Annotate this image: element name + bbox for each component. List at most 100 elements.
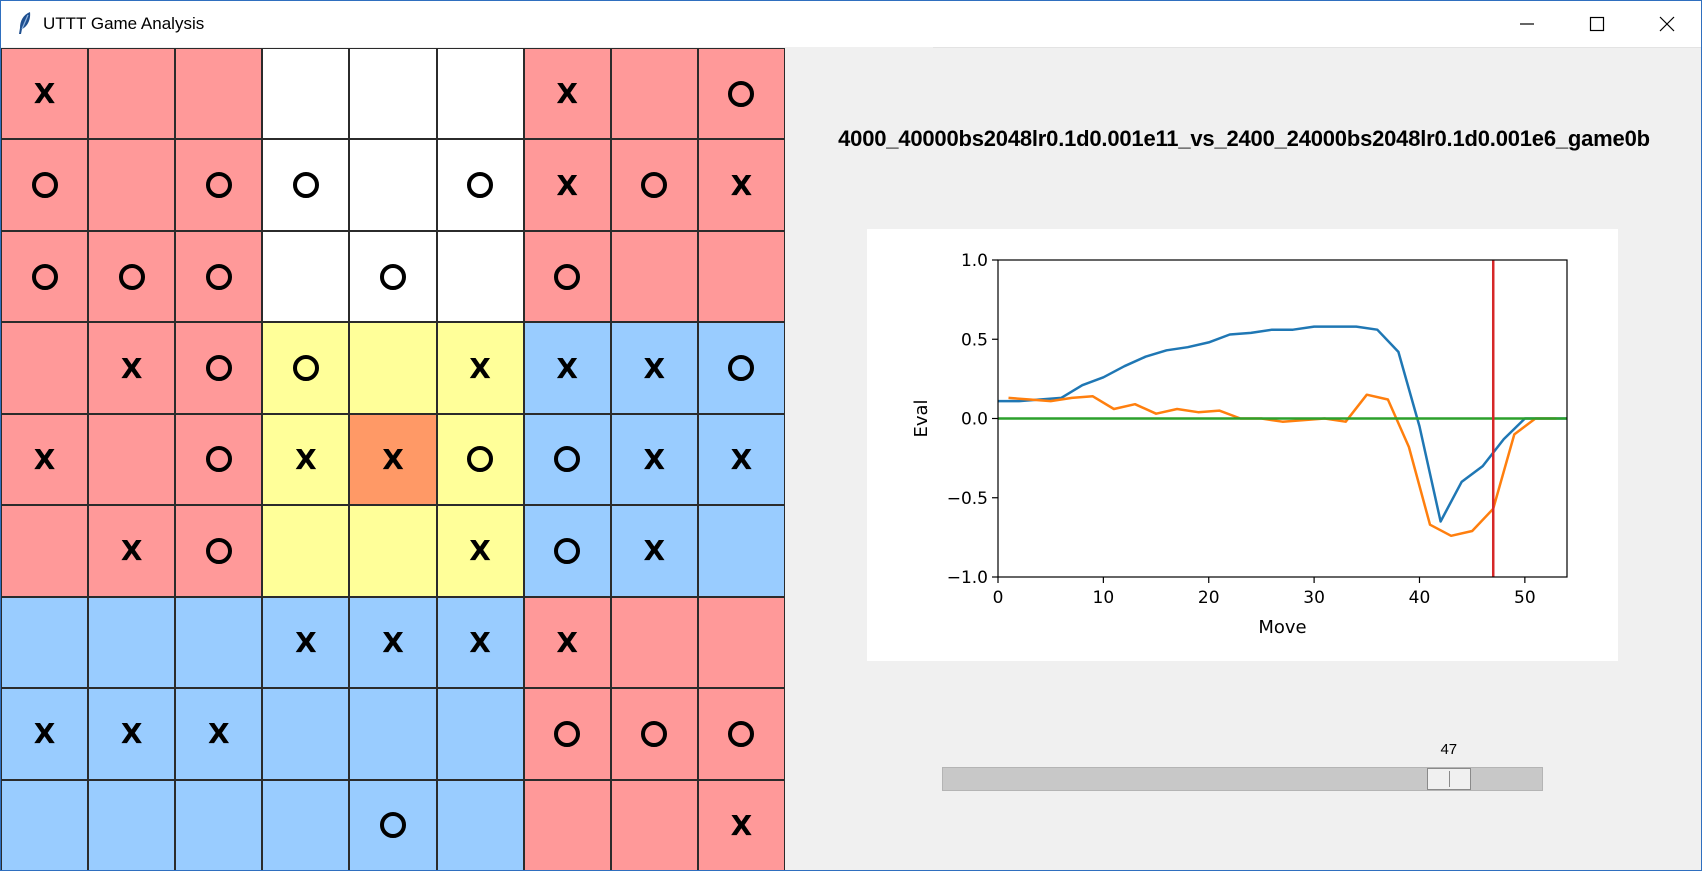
board-cell[interactable]: X — [437, 597, 523, 688]
board-cell[interactable] — [350, 689, 436, 779]
board-cell[interactable] — [437, 231, 523, 322]
board-cell[interactable] — [176, 506, 262, 596]
board-cell[interactable]: X — [524, 597, 610, 688]
board-cell[interactable] — [176, 49, 262, 139]
board-cell[interactable]: X — [263, 597, 349, 688]
board-cell[interactable] — [611, 49, 697, 139]
board-cell[interactable]: X — [350, 597, 436, 688]
board-cell[interactable]: X — [89, 689, 175, 779]
board-cell[interactable] — [176, 231, 262, 322]
board-cell[interactable] — [263, 506, 349, 596]
close-button[interactable] — [1633, 1, 1701, 47]
board-cell[interactable]: X — [611, 323, 697, 413]
board-cell[interactable] — [2, 780, 88, 870]
board-cell[interactable] — [263, 140, 349, 230]
board-cell[interactable] — [437, 49, 523, 139]
board-cell[interactable] — [89, 140, 175, 230]
board-cell[interactable] — [524, 231, 610, 322]
board-cell[interactable] — [176, 780, 262, 870]
board-cell[interactable] — [698, 49, 784, 139]
board-cell[interactable] — [263, 689, 349, 779]
maximize-button[interactable] — [1563, 1, 1631, 47]
board-cell[interactable] — [263, 323, 349, 413]
board-cell[interactable]: X — [611, 414, 697, 505]
board-cell[interactable] — [2, 231, 88, 322]
slider-thumb[interactable] — [1426, 768, 1471, 790]
board-cell[interactable] — [2, 323, 88, 413]
board-cell[interactable] — [524, 780, 610, 870]
board-cell[interactable] — [350, 506, 436, 596]
board-cell[interactable] — [698, 689, 784, 779]
o-mark — [31, 263, 58, 290]
board-cell[interactable]: X — [176, 689, 262, 779]
board-cell[interactable]: X — [437, 506, 523, 596]
board-cell[interactable]: X — [89, 323, 175, 413]
board-cell[interactable]: X — [524, 49, 610, 139]
board-cell[interactable] — [89, 780, 175, 870]
board-cell[interactable] — [176, 323, 262, 413]
board-cell[interactable]: X — [437, 323, 523, 413]
board-cell[interactable] — [524, 689, 610, 779]
board-cell[interactable]: X — [350, 414, 436, 505]
board-cell[interactable] — [611, 140, 697, 230]
board-cell[interactable] — [2, 597, 88, 688]
board-cell[interactable] — [611, 231, 697, 322]
board-cell[interactable] — [89, 49, 175, 139]
title-bar[interactable]: UTTT Game Analysis — [1, 1, 1701, 47]
board-cell[interactable]: X — [698, 780, 784, 870]
board-cell[interactable]: X — [611, 506, 697, 596]
game-name-label: 4000_40000bs2048lr0.1d0.001e11_vs_2400_2… — [838, 126, 1650, 151]
board-cell[interactable] — [350, 780, 436, 870]
board-cell[interactable]: X — [698, 140, 784, 230]
board-cell[interactable] — [176, 414, 262, 505]
y-tick-label: −0.5 — [947, 489, 988, 509]
minimize-button[interactable] — [1493, 1, 1561, 47]
board-cell[interactable] — [698, 506, 784, 596]
board-cell[interactable] — [698, 597, 784, 688]
o-mark — [379, 263, 406, 290]
board-cell[interactable]: X — [698, 414, 784, 505]
board-cell[interactable] — [350, 140, 436, 230]
board-cell[interactable]: X — [2, 689, 88, 779]
board-cell[interactable] — [350, 323, 436, 413]
board-cell[interactable] — [437, 780, 523, 870]
board-cell[interactable] — [698, 231, 784, 322]
board-cell[interactable] — [524, 414, 610, 505]
close-icon — [1659, 16, 1675, 32]
board-cell[interactable]: X — [2, 414, 88, 505]
board-cell[interactable] — [89, 231, 175, 322]
y-tick-label: 1.0 — [961, 251, 988, 271]
board-cell[interactable] — [350, 49, 436, 139]
board-cell[interactable] — [89, 414, 175, 505]
o-mark — [554, 263, 581, 290]
board-cell[interactable] — [2, 140, 88, 230]
board-cell[interactable] — [437, 689, 523, 779]
board-cell[interactable] — [263, 231, 349, 322]
x-mark: X — [207, 717, 230, 751]
board-cell[interactable]: X — [89, 506, 175, 596]
board-cell[interactable] — [437, 414, 523, 505]
board-cell[interactable]: X — [263, 414, 349, 505]
board-cell[interactable] — [176, 597, 262, 688]
board-cell[interactable] — [2, 506, 88, 596]
board-cell[interactable] — [611, 689, 697, 779]
board-cell[interactable]: X — [524, 140, 610, 230]
board-cell[interactable] — [437, 140, 523, 230]
board-cell[interactable] — [611, 597, 697, 688]
board-cell[interactable] — [611, 780, 697, 870]
o-mark — [205, 446, 232, 473]
board-cell[interactable] — [524, 506, 610, 596]
x-mark: X — [643, 534, 666, 568]
o-mark — [728, 355, 755, 382]
board-cell[interactable]: X — [524, 323, 610, 413]
board-cell[interactable] — [89, 597, 175, 688]
board-cell[interactable] — [176, 140, 262, 230]
board-cell[interactable] — [263, 780, 349, 870]
board-cell[interactable] — [350, 231, 436, 322]
board-cell[interactable] — [263, 49, 349, 139]
move-slider[interactable]: 47 — [942, 741, 1543, 793]
uttt-board: X X X X X X X X X X X X X X X X X X X X X X X X — [1, 48, 785, 870]
board-cell[interactable]: X — [2, 49, 88, 139]
board-cell[interactable] — [698, 323, 784, 413]
